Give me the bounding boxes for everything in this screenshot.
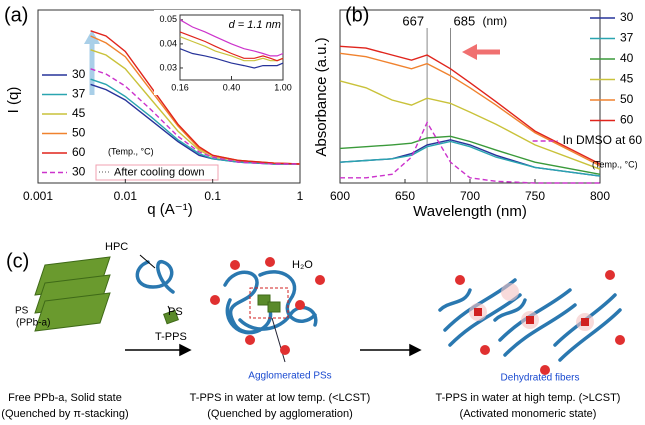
- legend-note: (Temp., °C): [592, 159, 638, 169]
- reference-unit: (nm): [483, 14, 508, 28]
- x-tick-label: 650: [395, 189, 415, 203]
- y-tick-label: 0.05: [159, 14, 177, 24]
- series-line: [90, 68, 300, 165]
- plot-frame: [339, 9, 601, 184]
- caption: Free PPb-a, Solid state: [8, 392, 122, 404]
- legend-label: 50: [620, 92, 634, 106]
- diagram-shapes: [34, 254, 625, 375]
- annotation: d = 1.1 nm: [229, 19, 281, 31]
- series-line: [179, 36, 284, 62]
- arrow-label: T-PPS: [155, 331, 187, 343]
- x-axis-label: q (A⁻¹): [147, 201, 192, 218]
- water-label: H₂O: [292, 259, 313, 271]
- legend-label: 37: [72, 87, 86, 101]
- legend-label: 60: [620, 113, 634, 127]
- series-line: [179, 31, 284, 62]
- caption: T-PPS in water at high temp. (>LCST): [436, 392, 621, 404]
- x-tick-label: 600: [330, 189, 350, 203]
- panel-label: (c): [6, 250, 29, 272]
- series-line: [179, 48, 284, 69]
- caption: (Activated monomeric state): [460, 408, 597, 420]
- legend-label: In DMSO at 60: [563, 133, 643, 147]
- x-tick-label: 800: [590, 189, 610, 203]
- series-line: [339, 45, 601, 165]
- x-axis-label: Wavelength (nm): [413, 203, 527, 220]
- series-line: [179, 19, 284, 57]
- x-tick-label: 1: [297, 189, 304, 203]
- legend-label: 45: [620, 72, 634, 86]
- x-tick-label: 700: [460, 189, 480, 203]
- fibers-label: Dehydrated fibers: [501, 373, 580, 384]
- caption: T-PPS in water at low temp. (<LCST): [190, 392, 371, 404]
- y-tick-label: 0.04: [159, 38, 177, 48]
- legend-label: 30: [72, 67, 86, 81]
- hpc-label: HPC: [105, 241, 128, 253]
- x-tick-label: 1.00: [274, 82, 292, 92]
- ps-label: PS: [168, 306, 183, 318]
- legend-note: (Temp., °C): [108, 146, 154, 156]
- y-axis-label: I (q): [5, 87, 22, 114]
- y-axis-label: Absorbance (a.u.): [313, 37, 330, 156]
- x-tick-label: 750: [525, 189, 545, 203]
- series-line: [339, 52, 601, 167]
- series-line: [339, 140, 601, 177]
- series-line: [339, 135, 601, 175]
- legend-label: 40: [620, 51, 634, 65]
- series-line: [340, 120, 600, 184]
- diagram-text: (c) HPC PS PS (PPb-a) T-PPS H₂O Agglomer…: [1, 241, 620, 420]
- legend-label: 50: [72, 126, 86, 140]
- legend-label: 30: [72, 165, 86, 179]
- inset-background: [154, 10, 291, 95]
- legend-label: 37: [620, 31, 634, 45]
- reference-label: 685: [454, 13, 476, 28]
- ps-stack-sub: (PPb-a): [16, 318, 50, 329]
- x-tick-label: 0.001: [23, 189, 53, 203]
- legend-note: After cooling down: [114, 166, 205, 178]
- caption: (Quenched by agglomeration): [207, 408, 353, 420]
- reference-label: 667: [402, 13, 424, 28]
- legend-label: 30: [620, 10, 634, 24]
- x-tick-label: 0.16: [171, 82, 189, 92]
- legend-label: 45: [72, 106, 86, 120]
- legend-label: 60: [72, 145, 86, 159]
- x-tick-label: 0.01: [114, 189, 138, 203]
- panel-label: (b): [345, 4, 369, 26]
- series-line: [90, 30, 301, 165]
- panel-label: (a): [4, 4, 28, 26]
- ps-stack-label: PS: [15, 306, 29, 317]
- y-tick-label: 0.03: [159, 62, 177, 72]
- caption: (Quenched by π-stacking): [1, 408, 128, 420]
- series-line: [339, 80, 601, 170]
- x-tick-label: 0.40: [223, 82, 241, 92]
- agglomerated-label: Agglomerated PSs: [248, 371, 331, 382]
- x-tick-label: 0.1: [204, 189, 221, 203]
